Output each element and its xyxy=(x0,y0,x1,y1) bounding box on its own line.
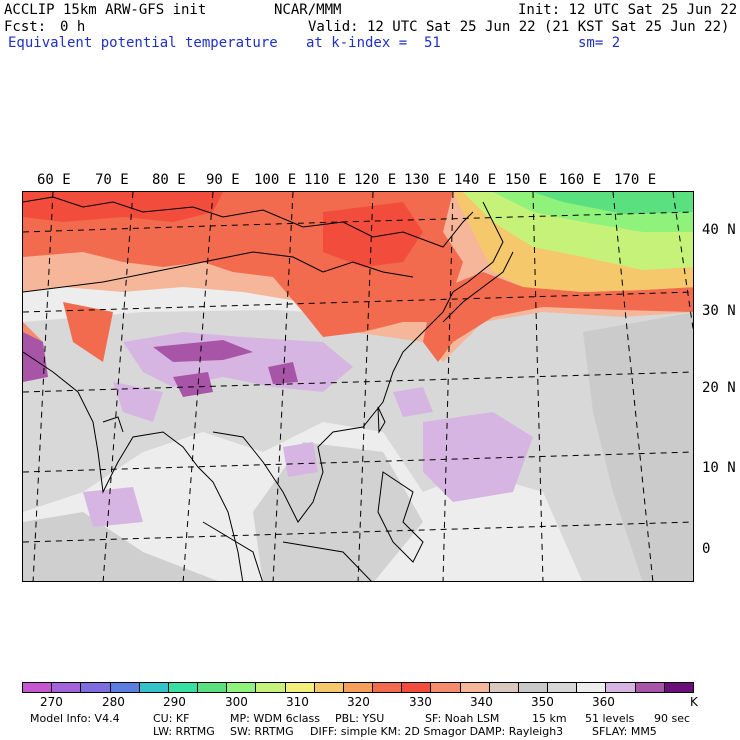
lat-label: 30 N xyxy=(702,303,736,319)
lon-label: 90 E xyxy=(206,172,240,188)
lon-label: 140 E xyxy=(454,172,497,188)
footer-model-info: Model Info: V4.4 xyxy=(30,712,120,725)
grey-band xyxy=(583,312,693,581)
colorbar-swatch xyxy=(198,683,228,692)
lon-label: 80 E xyxy=(152,172,186,188)
lavender-patch xyxy=(393,387,433,417)
colorbar-tick: 310 xyxy=(286,695,309,709)
footer-mp: MP: WDM 6class xyxy=(230,712,320,725)
colorbar-swatch xyxy=(489,683,519,692)
colorbar-swatch xyxy=(343,683,374,692)
footer-diff: DIFF: simple KM: 2D Smagor DAMP: Rayleig… xyxy=(310,725,564,738)
lon-label: 70 E xyxy=(95,172,129,188)
lon-label: 150 E xyxy=(505,172,548,188)
colorbar xyxy=(22,682,694,693)
smooth-label: sm= 2 xyxy=(578,35,621,51)
level-label: at k-index = 51 xyxy=(306,35,441,51)
colorbar-tick: 290 xyxy=(163,695,186,709)
lon-label: 170 E xyxy=(614,172,657,188)
colorbar-swatch xyxy=(256,683,286,692)
colorbar-tick: 330 xyxy=(409,695,432,709)
footer-sw: SW: RRTMG xyxy=(230,725,294,738)
colorbar-swatch xyxy=(168,683,199,692)
graticule xyxy=(23,192,693,581)
lat-label: 10 N xyxy=(702,460,736,476)
equivalent-potential-temperature-map xyxy=(23,192,693,581)
colorbar-swatch xyxy=(577,683,607,692)
red-band xyxy=(423,272,693,362)
colorbar-swatch xyxy=(431,683,461,692)
colorbar-swatch xyxy=(285,683,315,692)
purple-patch xyxy=(153,340,253,362)
colorbar-swatch xyxy=(635,683,665,692)
model-title: ACCLIP 15km ARW-GFS init xyxy=(4,2,207,18)
colorbar-swatch xyxy=(606,683,636,692)
valid-time: Valid: 12 UTC Sat 25 Jun 22 (21 KST Sat … xyxy=(308,19,730,35)
purple-patch xyxy=(268,362,298,384)
colorbar-swatch xyxy=(548,683,578,692)
grey-band xyxy=(23,512,218,581)
colorbar-swatch xyxy=(23,683,53,692)
colorbar-tick: 350 xyxy=(531,695,554,709)
colorbar-swatch xyxy=(373,683,403,692)
lon-label: 110 E xyxy=(304,172,347,188)
colorbar-tick: 270 xyxy=(40,695,63,709)
lat-label: 20 N xyxy=(702,380,736,396)
lavender-patch xyxy=(83,487,143,527)
colorbar-unit: K xyxy=(690,695,698,709)
colorbar-swatch xyxy=(518,683,549,692)
field-name: Equivalent potential temperature xyxy=(8,35,278,51)
colorbar-swatch xyxy=(664,683,693,692)
red-patch xyxy=(63,302,113,362)
footer-res: 15 km xyxy=(532,712,567,725)
red-band xyxy=(23,192,223,222)
colorbar-swatch xyxy=(81,683,111,692)
colorbar-swatch xyxy=(314,683,344,692)
lat-label: 40 N xyxy=(702,222,736,238)
org-label: NCAR/MMM xyxy=(274,2,342,18)
fcst-label: Fcst: xyxy=(4,19,47,35)
lon-label: 130 E xyxy=(404,172,447,188)
map-panel[interactable] xyxy=(22,191,694,582)
colorbar-swatch xyxy=(110,683,140,692)
colorbar-tick: 320 xyxy=(347,695,370,709)
footer-timestep: 90 sec xyxy=(654,712,691,725)
fcst-value: 0 h xyxy=(60,19,86,35)
colorbar-tick: 280 xyxy=(102,695,125,709)
colorbar-swatch xyxy=(402,683,432,692)
colorbar-tick: 360 xyxy=(592,695,615,709)
lat-label: 0 xyxy=(702,541,711,557)
lon-label: 160 E xyxy=(559,172,602,188)
footer-sflay: SFLAY: MM5 xyxy=(592,725,657,738)
grey-band xyxy=(253,442,423,581)
purple-patch xyxy=(173,372,213,397)
purple-patch xyxy=(23,332,48,382)
green-band xyxy=(533,192,693,214)
footer-sf: SF: Noah LSM xyxy=(425,712,500,725)
colorbar-swatch xyxy=(227,683,257,692)
colorbar-swatch xyxy=(139,683,169,692)
lavender-patch xyxy=(113,382,163,422)
colorbar-tick: 300 xyxy=(225,695,248,709)
lon-label: 120 E xyxy=(354,172,397,188)
footer-levels: 51 levels xyxy=(585,712,635,725)
coastlines xyxy=(23,196,514,581)
colorbar-tick: 340 xyxy=(470,695,493,709)
lon-label: 60 E xyxy=(37,172,71,188)
footer-pbl: PBL: YSU xyxy=(335,712,385,725)
lavender-patch xyxy=(283,442,318,477)
lon-label: 100 E xyxy=(254,172,297,188)
footer-lw: LW: RRTMG xyxy=(153,725,215,738)
init-time: Init: 12 UTC Sat 25 Jun 22 xyxy=(518,2,738,18)
colorbar-swatch xyxy=(52,683,82,692)
footer-cu: CU: KF xyxy=(153,712,190,725)
colorbar-swatch xyxy=(460,683,490,692)
red-band xyxy=(323,202,423,267)
lavender-patch xyxy=(423,412,533,502)
